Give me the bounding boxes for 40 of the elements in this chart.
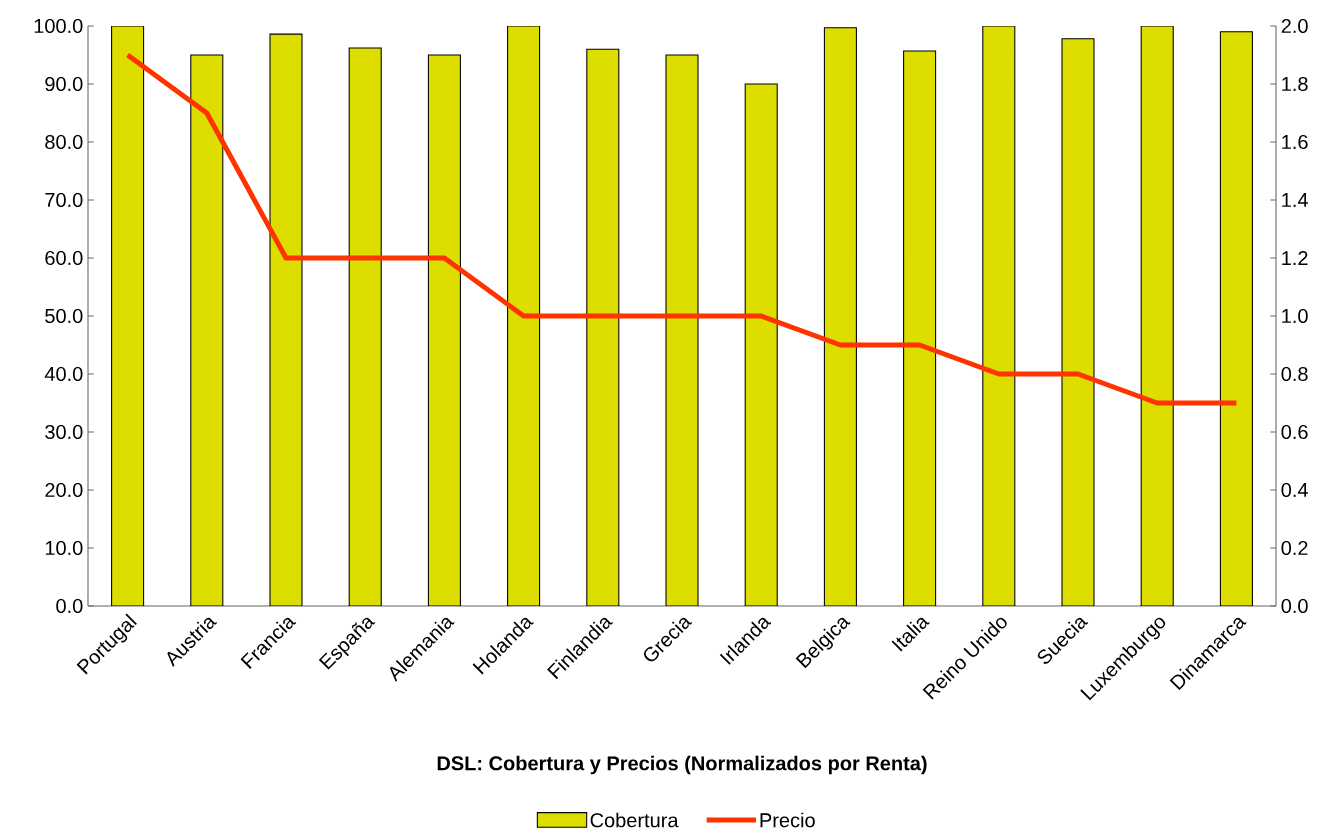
y-tick-label: 0.0 <box>56 598 83 614</box>
bar <box>269 33 303 606</box>
y-tick-label: 20.0 <box>45 482 83 498</box>
y2-tick-label: 1.0 <box>1282 308 1308 324</box>
bar <box>190 54 224 606</box>
y2-tick-label: 1.2 <box>1282 251 1308 265</box>
y2-tick-label: 1.4 <box>1282 193 1308 207</box>
bar <box>665 54 699 606</box>
bar <box>823 27 857 606</box>
bar <box>1061 38 1095 606</box>
y-tick-label: 60.0 <box>45 250 83 266</box>
y-tick-label: 100.0 <box>34 18 83 34</box>
y-tick-label: 30.0 <box>45 424 83 440</box>
y2-tick-label: 0.8 <box>1281 366 1308 382</box>
y2-tick-label: 1.8 <box>1282 76 1308 92</box>
y-tick-label: 80.0 <box>45 134 83 150</box>
y-tick-label: 10.0 <box>45 540 83 556</box>
bar <box>903 50 937 606</box>
legend-label: Precio <box>760 812 815 828</box>
y2-tick-label: 1.6 <box>1282 134 1308 150</box>
y-tick-label: 50.0 <box>45 308 83 324</box>
y2-tick-label: 0.2 <box>1281 540 1308 556</box>
bar <box>507 25 541 606</box>
bar <box>348 47 382 606</box>
bar <box>427 54 461 606</box>
y-tick-label: 70.0 <box>45 192 83 208</box>
bar <box>982 25 1016 606</box>
y2-tick-label: 0.4 <box>1281 482 1308 498</box>
text: DSL: Cobertura y Precios (Normalizados por Renta) <box>437 755 927 775</box>
legend-label: Cobertura <box>590 812 679 828</box>
bar <box>1219 31 1253 606</box>
bar <box>586 48 620 606</box>
bar <box>744 83 778 606</box>
bar <box>111 25 145 606</box>
y2-tick-label: 2.0 <box>1281 18 1308 34</box>
y2-tick-label: 0.0 <box>1281 598 1308 614</box>
bar <box>1140 25 1174 606</box>
y-tick-label: 40.0 <box>44 366 83 382</box>
y2-tick-label: 0.6 <box>1281 424 1308 440</box>
y-tick-label: 90.0 <box>45 76 83 92</box>
